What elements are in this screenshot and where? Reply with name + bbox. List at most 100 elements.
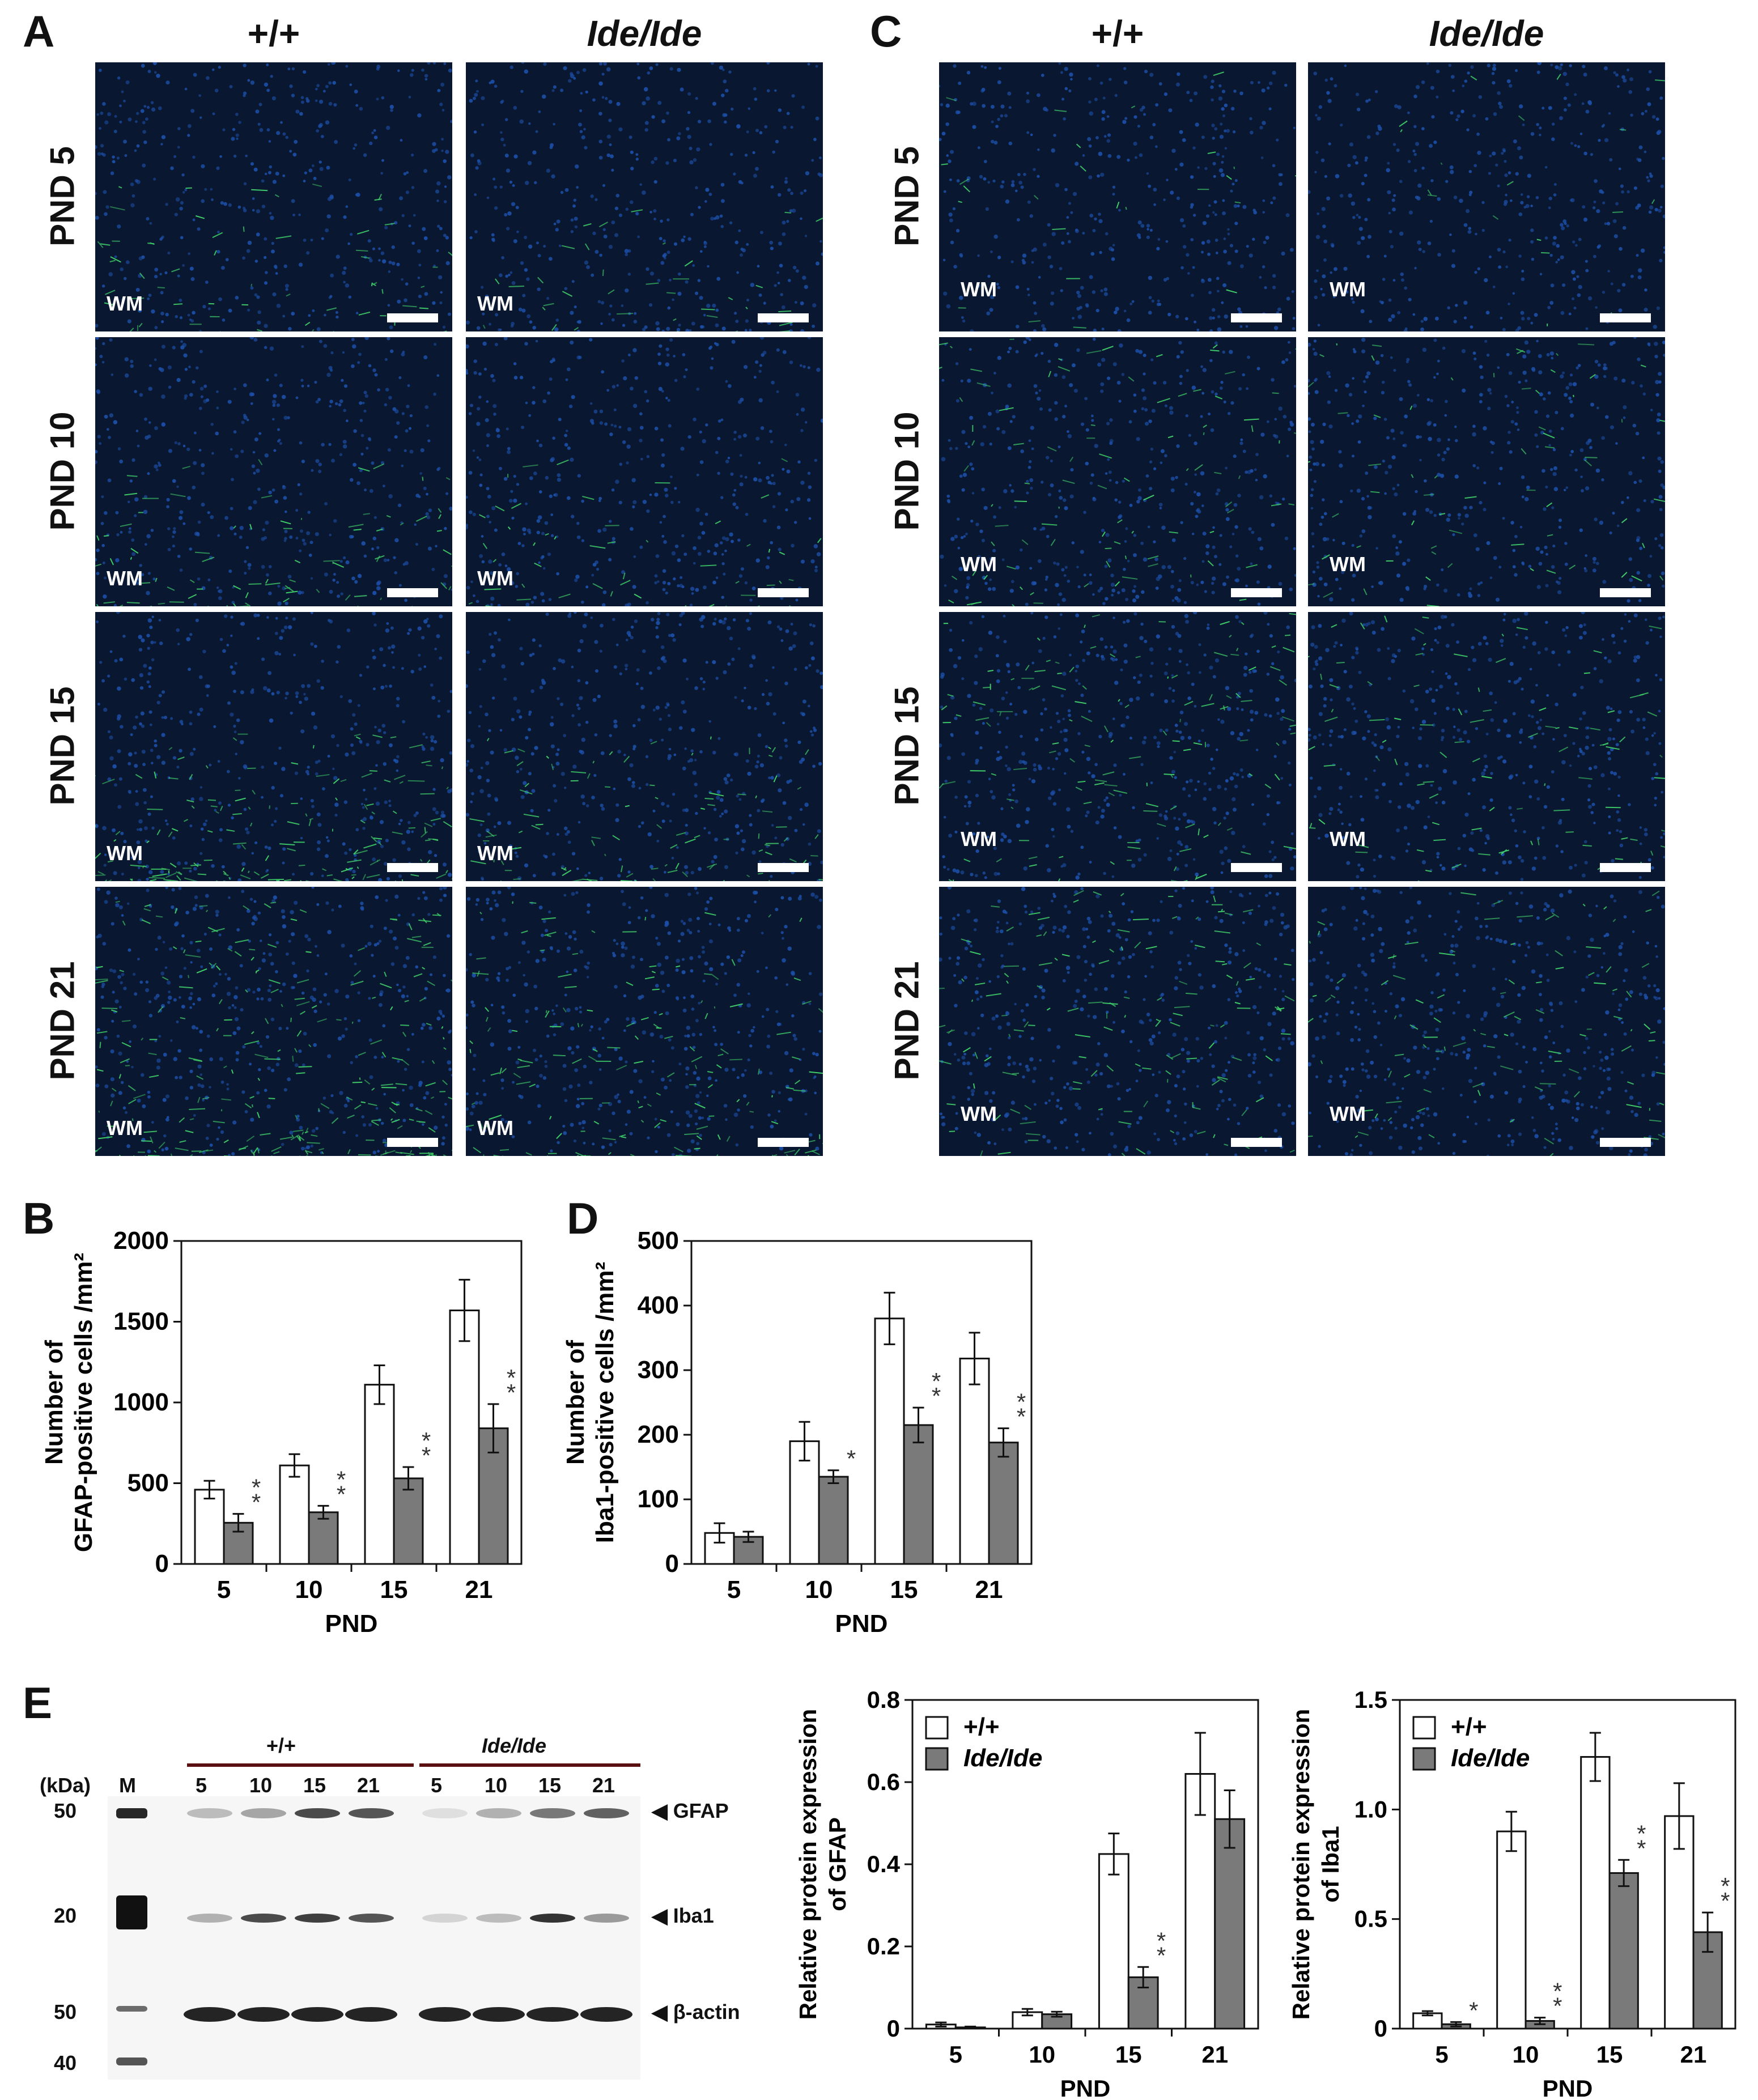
bar-mutant-15 <box>393 1477 424 1565</box>
error-bar <box>884 1291 895 1345</box>
error-bar <box>1589 1732 1601 1782</box>
x-tick-label: 5 <box>217 1576 231 1604</box>
white-matter-label: WM <box>107 841 143 865</box>
lane-label: 10 <box>485 1774 508 1797</box>
x-tick-label: 5 <box>727 1576 741 1604</box>
legend-label: +/+ <box>963 1713 1000 1741</box>
x-tick-label: 15 <box>1596 2041 1623 2068</box>
bar-wildtype-10 <box>1496 1830 1527 2030</box>
legend-swatch <box>1412 1716 1436 1740</box>
white-matter-label: WM <box>961 552 997 576</box>
white-matter-label: WM <box>1330 278 1366 301</box>
panel-a-header-mutant: Ide/Ide <box>587 13 702 54</box>
band-label: ◀ Iba1 <box>652 1904 714 1927</box>
bar-wildtype-21 <box>449 1310 480 1565</box>
error-bar <box>1051 2010 1063 2018</box>
micrograph-c-pnd-15-mutant: WM <box>1308 612 1665 881</box>
scale-bar <box>387 588 438 597</box>
y-tick-label: 0.6 <box>867 1769 900 1795</box>
group-underline <box>187 1763 414 1767</box>
white-matter-label: WM <box>477 567 513 590</box>
error-bar <box>1224 1789 1235 1849</box>
bar-wildtype-15 <box>364 1384 395 1565</box>
lane-label: 15 <box>538 1774 562 1797</box>
lane-label: 10 <box>249 1774 273 1797</box>
bar-wildtype-15 <box>874 1317 905 1565</box>
error-bar <box>288 1453 300 1478</box>
significance-marker: * <box>1017 1404 1026 1430</box>
y-tick-label: 0 <box>155 1550 169 1578</box>
x-tick-label: 21 <box>465 1576 493 1604</box>
white-matter-label: WM <box>477 292 513 315</box>
error-bar <box>203 1480 215 1500</box>
x-tick-label: 10 <box>1029 2041 1055 2068</box>
micrograph-a-pnd-15-mutant: WM <box>466 612 823 881</box>
panel-letter-d: D <box>567 1193 599 1243</box>
lane-label: 21 <box>357 1774 380 1797</box>
scale-bar <box>1600 863 1651 872</box>
row-label-pnd-15-a: PND 15 <box>43 686 82 806</box>
significance-marker: * <box>1469 1997 1478 2024</box>
error-bar <box>373 1364 385 1405</box>
white-matter-label: WM <box>961 278 997 301</box>
scale-bar <box>387 1138 438 1147</box>
micrograph-a-pnd-5-mutant: WM <box>466 62 823 331</box>
micrograph-a-pnd-21-mutant: WM <box>466 887 823 1156</box>
x-tick-label: 21 <box>1680 2041 1707 2068</box>
significance-marker: * <box>1553 1978 1562 2005</box>
panel-a-header-wildtype: +/+ <box>247 13 300 54</box>
legend-label: Ide/Ide <box>1451 1744 1530 1772</box>
scale-bar <box>1231 1138 1282 1147</box>
bar-mutant-10 <box>308 1511 339 1565</box>
significance-marker: * <box>1637 1820 1646 1847</box>
marker-size-label: 20 <box>54 1904 77 1927</box>
white-matter-label: WM <box>477 841 513 865</box>
micrograph-c-pnd-5-mutant: WM <box>1308 62 1665 331</box>
x-tick-label: 15 <box>380 1576 408 1604</box>
error-bar <box>402 1466 414 1491</box>
y-axis-title: Relative protein expression of Iba1 <box>1288 1709 1344 2020</box>
y-tick-label: 0.5 <box>1354 1906 1387 1932</box>
x-tick-label: 5 <box>1435 2041 1448 2068</box>
lane-label: 21 <box>592 1774 615 1797</box>
error-bar <box>1450 2021 1462 2027</box>
bar-wildtype-15 <box>1580 1756 1611 2030</box>
panel-letter-a: A <box>23 6 55 56</box>
significance-marker: * <box>1637 1835 1646 1861</box>
error-bar <box>997 1427 1009 1458</box>
error-bar <box>1421 2010 1433 2017</box>
significance-marker: * <box>1157 1927 1166 1954</box>
legend-label: Ide/Ide <box>963 1744 1042 1772</box>
row-label-pnd-21-c: PND 21 <box>888 960 926 1081</box>
y-tick-label: 1000 <box>113 1388 169 1416</box>
error-bar <box>912 1406 924 1444</box>
micrograph-a-pnd-21-wildtype: WM <box>95 887 452 1156</box>
panel-c-header-wildtype: +/+ <box>1091 13 1144 54</box>
legend-swatch <box>925 1747 949 1771</box>
micrograph-a-pnd-10-mutant: WM <box>466 337 823 606</box>
chart-iba1-cell-count: 0 100 200 300 400 500 5 10 * 15 * * 21 * * PND Number of… <box>544 1213 1054 1655</box>
band-label: ◀ GFAP <box>652 1799 729 1822</box>
scale-bar <box>1231 863 1282 872</box>
marker-size-label: 40 <box>54 2051 77 2075</box>
micrograph-c-pnd-21-wildtype: WM <box>939 887 1296 1156</box>
marker-size-label: 50 <box>54 1799 77 1822</box>
micrograph-a-pnd-10-wildtype: WM <box>95 337 452 606</box>
bar-wildtype-5 <box>194 1489 225 1565</box>
y-tick-label: 1.5 <box>1354 1686 1387 1713</box>
kda-label: (kDa) <box>40 1774 91 1797</box>
white-matter-label: WM <box>1330 552 1366 576</box>
error-bar <box>714 1522 725 1544</box>
bar-mutant-10 <box>818 1476 849 1565</box>
white-matter-label: WM <box>107 567 143 590</box>
micrograph-c-pnd-10-wildtype: WM <box>939 337 1296 606</box>
significance-marker: * <box>1157 1942 1166 1969</box>
scale-bar <box>1600 1138 1651 1147</box>
marker-size-label: 50 <box>54 2000 77 2024</box>
scale-bar <box>758 588 809 597</box>
micrograph-c-pnd-5-wildtype: WM <box>939 62 1296 331</box>
y-tick-label: 300 <box>638 1356 679 1384</box>
x-tick-label: 21 <box>975 1576 1003 1604</box>
y-tick-label: 0 <box>887 2015 900 2042</box>
micrograph-c-pnd-15-wildtype: WM <box>939 612 1296 881</box>
